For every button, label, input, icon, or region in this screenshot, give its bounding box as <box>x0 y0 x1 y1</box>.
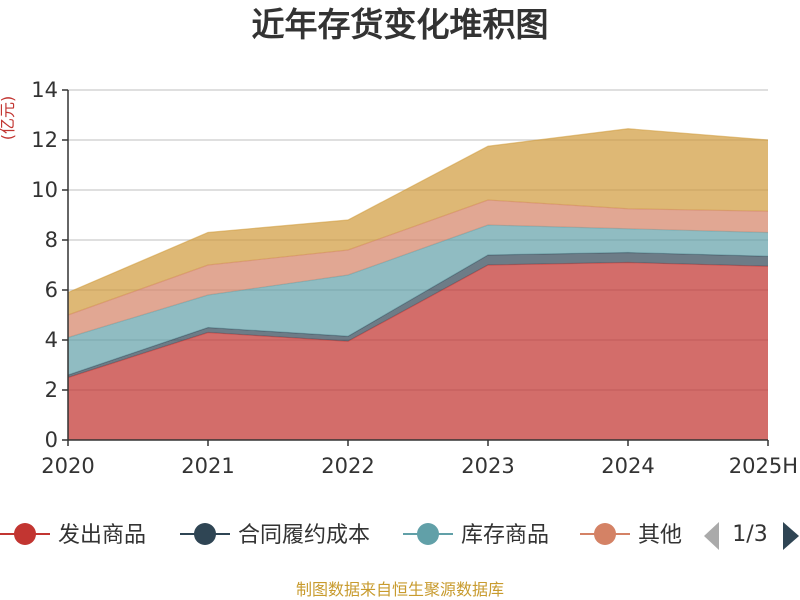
x-tick-label: 2020 <box>41 454 94 478</box>
legend-prev-page-icon[interactable] <box>704 522 719 550</box>
y-tick-label: 10 <box>31 178 58 202</box>
y-tick-label: 14 <box>31 78 58 102</box>
legend-circle-marker <box>14 523 36 545</box>
area-series-库存商品 <box>68 225 768 375</box>
x-tick-label: 2025H <box>729 454 798 478</box>
legend-circle-marker <box>417 523 439 545</box>
y-axis-unit-label: (亿元) <box>0 96 17 141</box>
data-source-note: 制图数据来自恒生聚源数据库 <box>296 580 504 599</box>
legend-label: 合同履约成本 <box>238 523 370 548</box>
legend-item-发出商品[interactable]: 发出商品 <box>0 523 146 548</box>
y-tick-label: 6 <box>45 278 58 302</box>
legend-circle-marker <box>194 523 216 545</box>
legend-item-其他[interactable]: 其他 <box>580 523 682 548</box>
area-series-series-5 <box>68 128 768 315</box>
y-tick-label: 4 <box>45 328 58 352</box>
legend-label: 发出商品 <box>58 523 146 548</box>
legend-label: 库存商品 <box>461 523 549 548</box>
legend-page-indicator: 1/3 <box>732 522 767 547</box>
x-tick-label: 2024 <box>601 454 654 478</box>
axes: 0 2 4 6 8 10 12 14 2020 2021 2022 2023 2024 2025H <box>31 78 798 478</box>
x-tick-label: 2022 <box>321 454 374 478</box>
area-series-group <box>67 128 769 440</box>
legend: 发出商品 合同履约成本 库存商品 其他 <box>0 523 682 548</box>
y-tick-label: 12 <box>31 128 58 152</box>
y-tick-label: 8 <box>45 228 58 252</box>
legend-item-合同履约成本[interactable]: 合同履约成本 <box>180 523 370 548</box>
legend-pager: 1/3 <box>704 522 799 550</box>
chart-title: 近年存货变化堆积图 <box>252 5 549 44</box>
legend-item-库存商品[interactable]: 库存商品 <box>403 523 549 548</box>
x-tick-label: 2021 <box>181 454 234 478</box>
legend-label: 其他 <box>638 523 682 548</box>
y-tick-label: 0 <box>45 428 58 452</box>
legend-next-page-icon[interactable] <box>783 522 799 550</box>
x-tick-label: 2023 <box>461 454 514 478</box>
y-tick-label: 2 <box>45 378 58 402</box>
area-series-发出商品 <box>68 262 768 440</box>
legend-circle-marker <box>594 523 616 545</box>
area-series-其他 <box>68 200 768 338</box>
area-series-line <box>67 128 769 294</box>
